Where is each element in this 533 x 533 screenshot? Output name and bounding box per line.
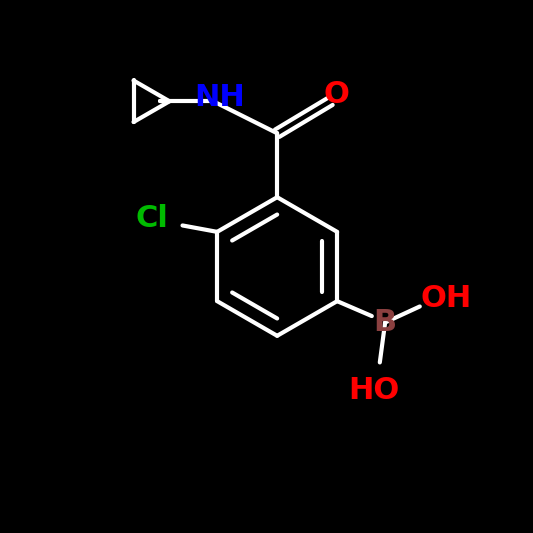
Text: HO: HO (348, 376, 399, 405)
Text: O: O (324, 80, 350, 109)
Text: Cl: Cl (136, 204, 168, 233)
Text: OH: OH (421, 284, 472, 313)
Text: B: B (374, 308, 397, 337)
Text: NH: NH (194, 83, 245, 111)
